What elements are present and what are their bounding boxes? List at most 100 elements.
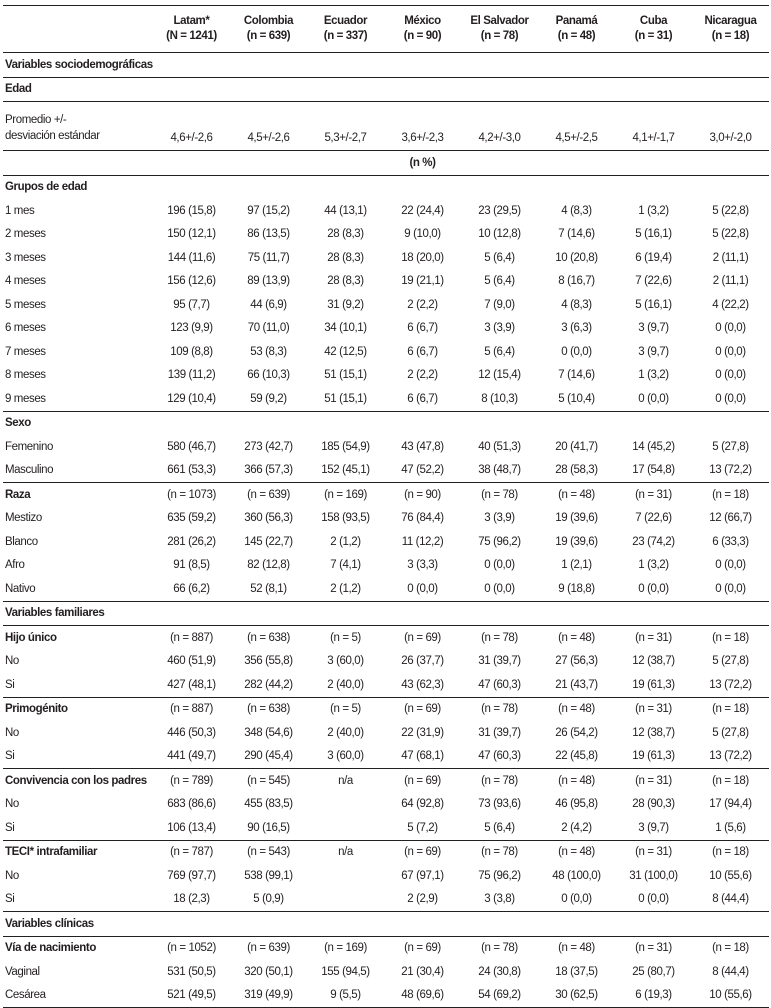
value-cell: 2 (11,1) — [712, 275, 749, 288]
value-cell: 6 (19,4) — [635, 251, 672, 264]
value-cell: 3,6+/-2,3 — [401, 132, 444, 144]
value-cell: 5,3+/-2,7 — [324, 132, 367, 144]
value-cell: 2 (2,9) — [407, 893, 438, 906]
value-cell: 0 (0,0) — [715, 559, 746, 572]
column-name: Latam* — [173, 15, 210, 27]
table-row: 3 meses 144 (11,6) 75 (11,7) 28 (8,3) 18 (20… — [3, 246, 769, 270]
sample-size-cell: (n = 545) — [247, 774, 290, 787]
value-cell: 185 (54,9) — [321, 440, 370, 453]
value-cell: 0 (0,0) — [407, 582, 438, 595]
column-name: Panamá — [555, 15, 598, 27]
value-cell: 0 (0,0) — [638, 582, 669, 595]
table-row: 6 meses 123 (9,9) 70 (11,0) 34 (10,1) 6 (6,7… — [3, 317, 769, 341]
sample-size-cell: (n = 69) — [404, 631, 441, 644]
sample-size-cell: (n = 543) — [247, 846, 290, 859]
column-header: Panamá (n = 48) — [538, 6, 615, 53]
table-row: Promedio +/- desviación estándar 4,6+/-2,6… — [3, 102, 769, 151]
table-row: Femenino 580 (46,7) 273 (42,7) 185 (54,9) 43… — [3, 435, 769, 459]
value-cell: 1 (3,2) — [638, 369, 669, 382]
value-cell: 7 (14,6) — [558, 369, 595, 382]
value-cell: 129 (10,4) — [167, 392, 216, 405]
value-cell: 4 (8,3) — [561, 298, 592, 311]
column-name: Nicaragua — [704, 15, 757, 27]
data-table-document: Latam* (N = 1241) Colombia (n = 639) Ecuador… — [3, 5, 769, 1008]
column-header: México (n = 90) — [384, 6, 461, 53]
sample-size-cell: (n = 78) — [481, 942, 518, 955]
row-label: 3 meses — [5, 251, 46, 264]
sample-size-cell: (n = 639) — [247, 488, 290, 501]
table-row: Cesárea 521 (49,5) 319 (49,9) 9 (5,5) 48 (69… — [3, 984, 769, 1008]
value-cell: 5 (22,8) — [712, 228, 749, 241]
value-cell: 155 (94,5) — [321, 965, 370, 978]
value-cell: 8 (16,7) — [558, 275, 595, 288]
value-cell: 156 (12,6) — [167, 275, 216, 288]
value-cell: 0 (0,0) — [638, 392, 669, 405]
sample-size-cell: (n = 18) — [712, 631, 749, 644]
value-cell: 0 (0,0) — [715, 322, 746, 335]
value-cell: 152 (45,1) — [321, 464, 370, 477]
value-cell: 19 (61,3) — [632, 750, 675, 763]
value-cell: 66 (6,2) — [173, 582, 210, 595]
value-cell: 273 (42,7) — [244, 440, 293, 453]
row-label: TECI* intrafamiliar — [5, 846, 98, 859]
value-cell: 10 (55,6) — [709, 869, 752, 882]
value-cell: 427 (48,1) — [167, 678, 216, 691]
value-cell: 19 (61,3) — [632, 678, 675, 691]
column-header: Nicaragua (n = 18) — [692, 6, 769, 53]
value-cell: 0 (0,0) — [715, 369, 746, 382]
value-cell: 446 (50,3) — [167, 726, 216, 739]
row-label: Grupos de edad — [5, 181, 87, 194]
row-label-line: desviación estándar — [5, 130, 100, 142]
value-cell: 59 (9,2) — [250, 392, 287, 405]
sample-size-cell: (n = 787) — [170, 846, 213, 859]
value-cell: 7 (9,0) — [484, 298, 515, 311]
sample-size-cell: (n = 90) — [404, 488, 441, 501]
sample-size-cell: (n = 48) — [558, 703, 595, 716]
value-cell: 1 (3,2) — [638, 204, 669, 217]
value-cell: 47 (60,3) — [478, 678, 521, 691]
value-cell: 1 (5,6) — [715, 821, 746, 834]
value-cell: 28 (90,3) — [632, 798, 675, 811]
value-cell: 282 (44,2) — [244, 678, 293, 691]
table-row: Primogénito (n = 887) (n = 638) (n = 5) (n =… — [3, 697, 769, 721]
sample-size-cell: (n = 31) — [635, 703, 672, 716]
value-cell: 2 (2,2) — [407, 298, 438, 311]
value-cell: 52 (8,1) — [250, 582, 287, 595]
value-cell: 31 (39,7) — [478, 726, 521, 739]
value-cell: 97 (15,2) — [247, 204, 290, 217]
row-label: Si — [5, 821, 15, 834]
value-cell: 0 (0,0) — [715, 582, 746, 595]
row-label: 1 mes — [5, 204, 35, 217]
value-cell: 4 (22,2) — [712, 298, 749, 311]
value-cell: 635 (59,2) — [167, 512, 216, 525]
value-cell: 3 (3,8) — [484, 893, 515, 906]
row-label: Afro — [5, 559, 25, 572]
value-cell: 70 (11,0) — [247, 322, 290, 335]
table-row: 4 meses 156 (12,6) 89 (13,9) 28 (8,3) 19 (21… — [3, 270, 769, 294]
value-cell: 6 (33,3) — [712, 535, 749, 548]
value-cell: 7 (22,6) — [635, 275, 672, 288]
sample-size-cell: (n = 48) — [558, 488, 595, 501]
value-cell: 0 (0,0) — [561, 893, 592, 906]
value-cell — [153, 151, 230, 176]
table-row: Masculino 661 (53,3) 366 (57,3) 152 (45,1) 4… — [3, 459, 769, 483]
row-label: Cesárea — [5, 989, 46, 1002]
sample-size-cell: (n = 69) — [404, 774, 441, 787]
value-cell: 158 (93,5) — [321, 512, 370, 525]
table-row: 8 meses 139 (11,2) 66 (10,3) 51 (15,1) 2 (2,… — [3, 364, 769, 388]
value-cell: 150 (12,1) — [167, 228, 216, 241]
value-cell: 531 (50,5) — [167, 965, 216, 978]
table-row: Si 427 (48,1) 282 (44,2) 2 (40,0) 43 (62,3) 4… — [3, 673, 769, 697]
value-cell: 3 (9,7) — [638, 322, 669, 335]
value-cell: 47 (52,2) — [401, 464, 444, 477]
sample-size-cell: n/a — [338, 846, 353, 859]
value-cell: 9 (10,0) — [404, 228, 441, 241]
value-cell: 6 (6,7) — [407, 322, 438, 335]
value-cell: 23 (29,5) — [478, 204, 521, 217]
value-cell: 4,2+/-3,0 — [478, 132, 521, 144]
column-header: Ecuador (n = 337) — [307, 6, 384, 53]
value-cell: 44 (6,9) — [250, 298, 287, 311]
value-cell — [307, 864, 384, 888]
value-cell: 13 (72,2) — [709, 750, 752, 763]
row-label: Si — [5, 893, 15, 906]
